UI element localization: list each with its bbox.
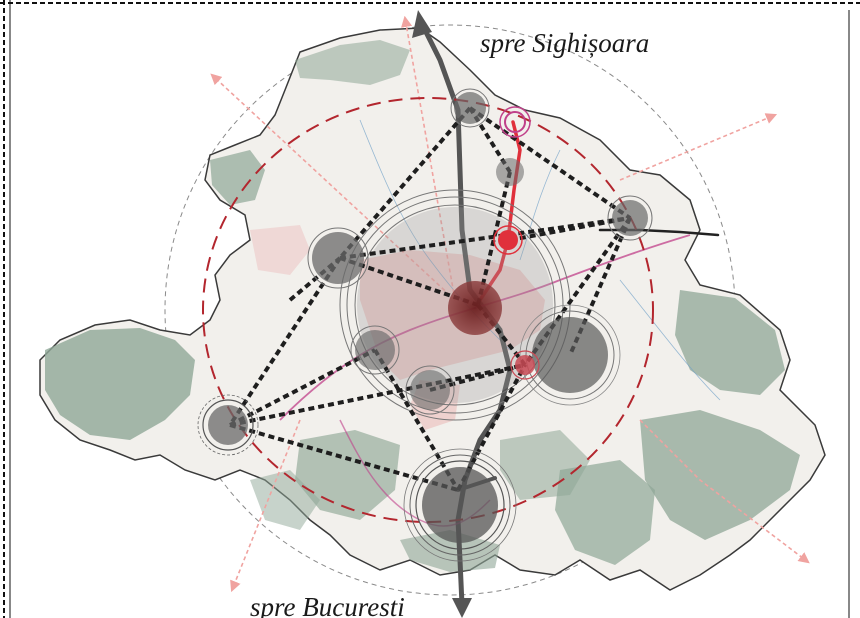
pole-north-east-small [496, 158, 524, 186]
central-rings [339, 189, 571, 421]
central-pole [448, 281, 502, 335]
pole-west [307, 227, 369, 289]
pole-south-central [405, 365, 455, 415]
pole-east [607, 195, 653, 241]
north-arrowhead [412, 10, 432, 38]
pole-southwest [350, 325, 400, 375]
south-arrowhead [452, 598, 472, 618]
expansion-directions [210, 15, 810, 593]
label-north: spre Sighișoara [480, 28, 649, 58]
red-poles [493, 106, 540, 380]
pole-far-west [197, 394, 259, 456]
label-south: spre Bucuresti [250, 592, 405, 618]
territory-area [39, 27, 826, 591]
red-road [478, 120, 522, 302]
pole-north [450, 88, 490, 128]
pole-southeast [519, 304, 621, 406]
urban-poles [197, 88, 653, 562]
pole-south [403, 448, 517, 562]
